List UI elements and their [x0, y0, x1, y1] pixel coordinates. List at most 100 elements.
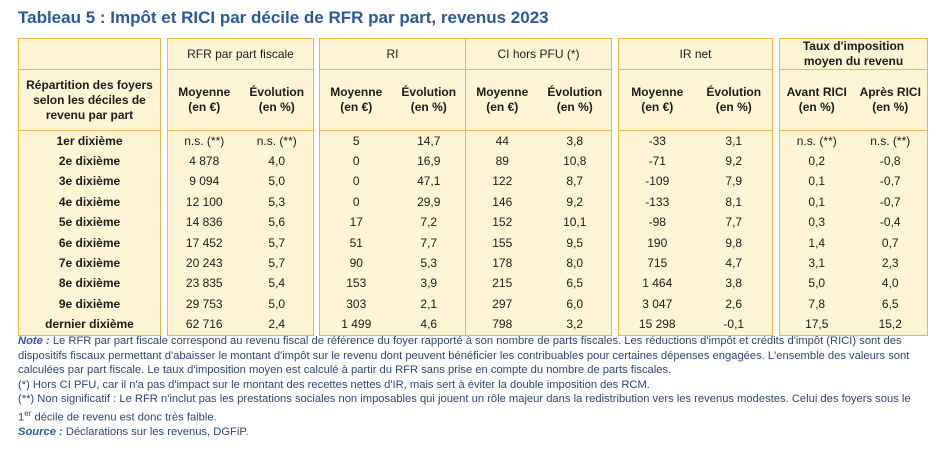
data-cell: 0,1	[779, 192, 854, 213]
data-row: 1er dixième n.s. (**) n.s. (**) 5 14,7 44 3,8-…	[18, 130, 928, 152]
data-cell: 152	[465, 212, 539, 233]
data-cell: 29,9	[392, 192, 466, 213]
gap	[160, 130, 168, 152]
row-label: 9e dixième	[18, 294, 161, 315]
header-line: Évolution	[401, 85, 457, 99]
gap	[160, 314, 168, 336]
header-line: Moyenne	[330, 85, 383, 99]
column-header: Avant RICI (en %)	[779, 69, 854, 131]
data-cell: -109	[618, 171, 696, 193]
data-cell: 3,8	[538, 130, 612, 152]
data-cell: 62 716	[167, 314, 241, 336]
gap	[313, 171, 320, 193]
gap	[313, 38, 320, 70]
gap	[160, 69, 168, 131]
data-row: 3e dixième 9 094 5,0 0 47,1 122 8,7 -109 7,9 0,1-…	[18, 171, 928, 193]
row-label: 3e dixième	[18, 171, 161, 193]
data-cell: 297	[465, 294, 539, 315]
gap	[313, 273, 320, 295]
data-cell: 4,7	[695, 253, 773, 274]
gap	[313, 69, 320, 131]
data-cell: 5,0	[240, 294, 314, 315]
data-cell: 3,1	[695, 130, 773, 152]
column-header: Moyenne (en €)	[167, 69, 241, 131]
data-row: 8e dixième 23 835 5,4 153 3,9 215 6,5 1 464 3,8 5…	[18, 273, 928, 295]
gap	[772, 273, 780, 295]
data-cell: 2,6	[695, 294, 773, 315]
data-cell: 798	[465, 314, 539, 336]
data-cell: 5,6	[240, 212, 314, 233]
data-cell: 90	[319, 253, 393, 274]
header-line: (en %)	[258, 100, 295, 114]
footnote-text: (**) Non significatif : Le RFR n'inclut …	[18, 393, 911, 424]
gap	[611, 130, 619, 152]
data-row: 7e dixième 20 243 5,7 90 5,3 178 8,0 715 4,7 3,1 2…	[18, 253, 928, 274]
data-cell: 14 836	[167, 212, 241, 233]
data-cell: 4 878	[167, 151, 241, 172]
gap	[313, 294, 320, 315]
data-cell: 303	[319, 294, 393, 315]
row-label: 8e dixième	[18, 273, 161, 295]
gap	[611, 314, 619, 336]
data-cell: n.s. (**)	[853, 130, 928, 152]
data-cell: 2,4	[240, 314, 314, 336]
data-cell: 5,0	[779, 273, 854, 295]
gap	[611, 294, 619, 315]
data-cell: 0	[319, 151, 393, 172]
gap	[611, 212, 619, 233]
header-line: Répartition des foyers	[26, 77, 153, 92]
data-cell: 6,5	[538, 273, 612, 295]
data-cell: 0,2	[779, 151, 854, 172]
gap	[160, 294, 168, 315]
gap	[611, 192, 619, 213]
source-text: Déclarations sur les revenus, DGFiP.	[65, 426, 249, 439]
data-cell: 3,9	[392, 273, 466, 295]
header-line: Moyenne	[476, 85, 529, 99]
data-cell: -0,7	[853, 192, 928, 213]
gap	[772, 69, 780, 131]
data-row: 4e dixième 12 100 5,3 0 29,9 146 9,2 -133 8,1 0,1…	[18, 192, 928, 213]
data-cell: n.s. (**)	[240, 130, 314, 152]
data-cell: 1,4	[779, 232, 854, 254]
row-label: dernier dixième	[18, 314, 161, 336]
data-cell: -0,4	[853, 212, 928, 233]
gap	[772, 38, 780, 70]
data-cell: 17,5	[779, 314, 854, 336]
column-header: Moyenne (en €)	[465, 69, 539, 131]
data-cell: -0,8	[853, 151, 928, 172]
data-cell: 5,7	[240, 253, 314, 274]
header-line: moyen du revenu	[803, 54, 904, 68]
data-cell: 153	[319, 273, 393, 295]
data-cell: 89	[465, 151, 539, 172]
gap	[611, 253, 619, 274]
data-cell: 2,1	[392, 294, 466, 315]
column-header: Évolution (en %)	[240, 69, 314, 131]
data-cell: 20 243	[167, 253, 241, 274]
header-line: (en %)	[798, 100, 835, 114]
gap	[160, 253, 168, 274]
data-cell: 6,0	[538, 294, 612, 315]
data-cell: 7,9	[695, 171, 773, 193]
header-line: (en €)	[340, 100, 373, 114]
header-line: Moyenne	[631, 85, 684, 99]
row-label: 2e dixième	[18, 151, 161, 172]
header-row: Répartition des foyers selon les déciles …	[18, 69, 928, 131]
superscript: er	[24, 408, 32, 418]
data-cell: 715	[618, 253, 696, 274]
header-line: Évolution	[706, 85, 762, 99]
data-cell: 15,2	[853, 314, 928, 336]
column-header: Évolution (en %)	[695, 69, 773, 131]
header-line: (en %)	[872, 100, 909, 114]
gap	[772, 232, 780, 254]
data-cell: 3,2	[538, 314, 612, 336]
data-cell: -71	[618, 151, 696, 172]
gap	[772, 314, 780, 336]
gap	[772, 130, 780, 152]
gap	[772, 192, 780, 213]
data-cell: 5,7	[240, 232, 314, 254]
header-line: Taux d'imposition	[802, 39, 905, 54]
gap	[160, 273, 168, 295]
gap	[313, 314, 320, 336]
